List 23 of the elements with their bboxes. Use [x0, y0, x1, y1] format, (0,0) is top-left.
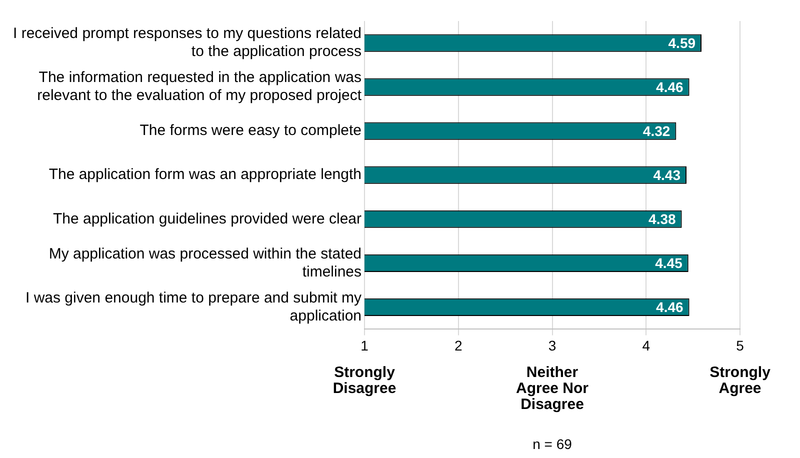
- data-label: 4.43: [653, 166, 681, 183]
- x-tick-label: 5: [736, 337, 744, 354]
- data-label: 4.46: [656, 299, 684, 316]
- y-tick-label: The application guidelines provided were clear: [52, 210, 362, 228]
- x-tick-label: 2: [454, 337, 462, 354]
- data-label: 4.46: [656, 78, 684, 95]
- y-tick-label: I received prompt responses to my questions related to the application process: [12, 25, 362, 60]
- text: Strongly Agree: [710, 364, 772, 397]
- data-label: 4.45: [655, 255, 683, 272]
- y-tick-label: My application was processed within the stated timelines: [48, 245, 362, 280]
- y-tick-label: The information requested in the application was relevant to the evaluation of my proposed project: [37, 69, 362, 104]
- x-tick-label: 4: [642, 337, 650, 354]
- data-label: 4.59: [668, 34, 696, 51]
- x-tick-label: 1: [360, 337, 369, 354]
- y-tick-label: The application form was an appropriate length: [48, 166, 362, 184]
- text: Neither Agree Nor Disagree: [516, 364, 589, 413]
- data-label: 4.32: [642, 122, 670, 139]
- y-tick-label: I was given enough time to prepare and submit my application: [25, 289, 362, 324]
- text: n = 69: [532, 436, 572, 452]
- x-tick-label: 3: [548, 337, 556, 354]
- y-tick-label: The forms were easy to complete: [140, 122, 362, 140]
- data-label: 4.38: [648, 210, 676, 227]
- text: Strongly Disagree: [332, 364, 396, 397]
